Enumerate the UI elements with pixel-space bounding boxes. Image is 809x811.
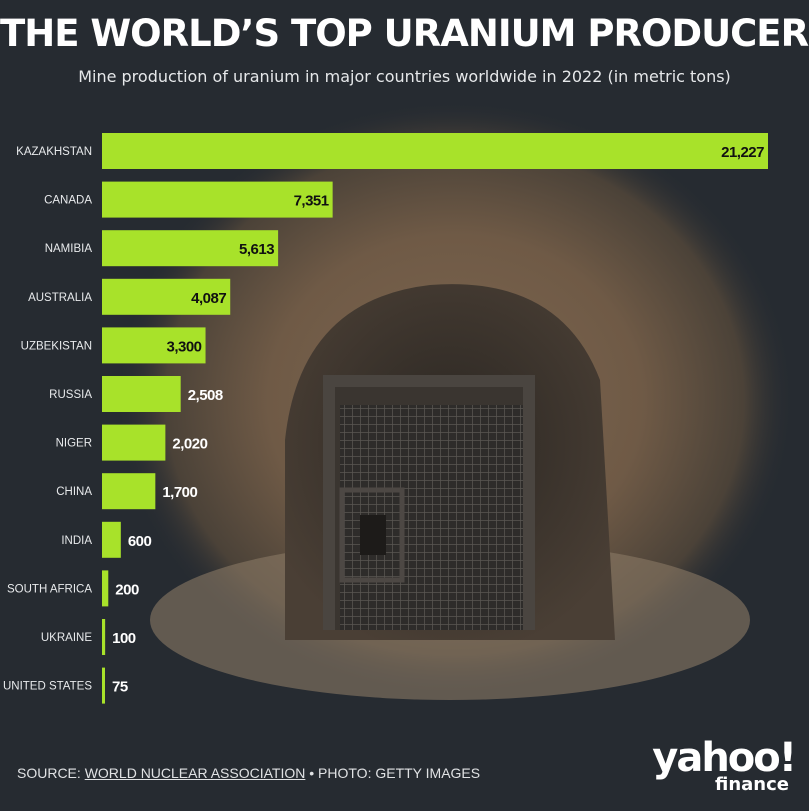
- value-label: 75: [112, 679, 128, 696]
- bar-australia: [102, 278, 231, 315]
- category-label: CANADA: [44, 195, 92, 207]
- value-label: 3,300: [166, 338, 201, 355]
- value-label: 2,508: [188, 387, 223, 404]
- yahoo-finance-logo: yahoo! finance: [652, 735, 797, 795]
- category-label: NIGER: [56, 438, 92, 450]
- bar-namibia: [102, 230, 279, 267]
- bar-chart: KAZAKHSTAN 21,227 CANADA 7,351 NAMIBIA 5,613 A…: [3, 133, 768, 704]
- value-label: 7,351: [294, 193, 329, 210]
- category-label: UKRAINE: [41, 632, 92, 644]
- value-label: 5,613: [239, 241, 274, 258]
- category-label: INDIA: [61, 535, 92, 547]
- category-label: KAZAKHSTAN: [16, 146, 92, 158]
- bar-uzbekistan: [102, 327, 206, 364]
- chart-subtitle: Mine production of uranium in major coun…: [78, 67, 731, 86]
- bar-united-states: [102, 667, 105, 704]
- value-label: 4,087: [191, 290, 226, 307]
- category-label: NAMIBIA: [45, 243, 93, 255]
- source-credit: SOURCE: WORLD NUCLEAR ASSOCIATION • PHOT…: [17, 765, 480, 781]
- bar-ukraine: [102, 619, 106, 655]
- category-label: AUSTRALIA: [28, 292, 92, 304]
- category-label: UZBEKISTAN: [21, 340, 92, 352]
- bar-canada: [102, 181, 333, 218]
- bar-india: [102, 521, 121, 558]
- value-label: 100: [112, 630, 136, 647]
- category-label: RUSSIA: [49, 389, 92, 401]
- bar-niger: [102, 424, 166, 461]
- value-label: 200: [115, 581, 139, 598]
- value-label: 1,700: [162, 484, 197, 501]
- bar-china: [102, 473, 156, 510]
- category-label: CHINA: [56, 486, 92, 498]
- chart-title: THE WORLD’S TOP URANIUM PRODUCERS: [0, 12, 809, 55]
- bar-kazakhstan: [102, 133, 768, 169]
- bar-south-africa: [102, 570, 109, 607]
- logo-wordmark: yahoo!: [652, 735, 797, 781]
- photo-credit: • PHOTO: GETTY IMAGES: [305, 765, 481, 781]
- bar-russia: [102, 376, 181, 412]
- category-label: UNITED STATES: [3, 681, 92, 693]
- value-label: 2,020: [172, 436, 207, 453]
- value-label: 600: [128, 533, 152, 550]
- value-label: 21,227: [721, 144, 764, 161]
- logo-subtext: finance: [715, 774, 789, 795]
- source-link[interactable]: WORLD NUCLEAR ASSOCIATION: [84, 765, 306, 781]
- category-label: SOUTH AFRICA: [7, 583, 92, 595]
- source-prefix: SOURCE:: [17, 765, 85, 781]
